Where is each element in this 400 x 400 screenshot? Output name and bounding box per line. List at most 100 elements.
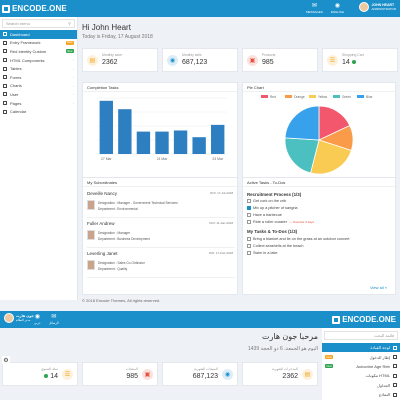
pie-slice[interactable] xyxy=(284,137,320,174)
task-checkbox[interactable] xyxy=(247,206,251,210)
dashboard-icon xyxy=(3,32,7,37)
pie-slice[interactable] xyxy=(310,139,352,175)
sidebar-item[interactable]: User › xyxy=(0,90,77,99)
rtl-sidebar-item[interactable]: الجداول xyxy=(322,381,400,390)
nav-icon xyxy=(393,345,397,350)
sidebar-item[interactable]: Dashboard xyxy=(0,30,77,39)
list-icon: ☰ xyxy=(62,369,73,380)
stat-label: Monthly save xyxy=(102,53,122,57)
card-title: Active Tasks - To-Dos xyxy=(243,178,395,187)
rtl-sidebar: قائمة البحث لوحة القيادة إطار الدخول New Au… xyxy=(322,328,400,400)
bar[interactable] xyxy=(173,130,188,154)
sidebar-item[interactable]: Pages › xyxy=(0,99,77,108)
rtl-page-title: مرحبا جون هارت xyxy=(262,332,318,341)
task-item[interactable]: Swim in a lake xyxy=(247,251,397,255)
bar[interactable] xyxy=(136,131,151,154)
view-all-link[interactable]: View all » xyxy=(369,285,387,290)
sidebar-item-label: Charts xyxy=(10,83,22,89)
rtl-search-input[interactable]: قائمة البحث xyxy=(324,331,398,340)
stat-value: 985 xyxy=(126,373,138,380)
rtl-sidebar-item[interactable]: إطار الدخول New xyxy=(322,352,400,361)
task-due: — Overdue 3 days xyxy=(288,220,314,224)
sidebar-item[interactable]: Tables › xyxy=(0,64,77,73)
search-input[interactable]: Search menu ⚲ xyxy=(2,19,75,28)
task-checkbox[interactable] xyxy=(247,244,251,248)
rtl-brand-logo[interactable]: ENCODE.ONE xyxy=(332,314,396,325)
stat-label: Monthly sells xyxy=(182,53,202,57)
brand-name: ENCODE.ONE xyxy=(12,4,67,13)
bar[interactable] xyxy=(192,137,206,154)
task-item[interactable]: Have a barbecue xyxy=(247,213,397,217)
rtl-sidebar-item[interactable]: لوحة القيادة xyxy=(322,343,400,353)
nav-icon xyxy=(393,383,397,388)
bar[interactable] xyxy=(99,100,113,154)
wallet-icon: ▤ xyxy=(87,55,98,66)
rtl-sidebar-item[interactable]: Autocrine Age Retr New xyxy=(322,362,400,371)
stat-value: 687,123 xyxy=(192,373,218,380)
sidebar: Search menu ⚲ Dashboard Entry Framework Ne… xyxy=(0,17,78,300)
sidebar-item[interactable]: Charts › xyxy=(0,82,77,91)
brand-name: ENCODE.ONE xyxy=(342,315,396,324)
task-checkbox[interactable] xyxy=(247,199,251,203)
globe-icon: ◉ xyxy=(334,3,341,9)
brand-logo[interactable]: ENCODE.ONE xyxy=(2,3,67,14)
sidebar-item-label: Autocrine Age Retr xyxy=(356,363,390,369)
person-designation: Designation : Manager xyxy=(98,231,131,235)
person-department: Department : Environmental xyxy=(98,207,138,211)
task-checkbox[interactable] xyxy=(247,220,251,224)
nav-badge: New xyxy=(325,355,334,360)
messages-button[interactable]: ✉ MESSAGES xyxy=(306,2,323,14)
task-item[interactable]: Mix up a pitcher of sangria xyxy=(247,206,397,210)
avatar xyxy=(4,313,14,323)
page-icon xyxy=(3,101,7,106)
task-item[interactable]: Bring a blanket and lie on the grass at … xyxy=(247,237,397,241)
task-text: Swim in a lake xyxy=(253,251,278,255)
stat-value: 2362 xyxy=(102,59,118,66)
chat-icon: ✉ xyxy=(51,314,57,320)
rtl-sidebar-item[interactable]: مكونات HTML xyxy=(322,371,400,380)
page-title: Hi John Heart xyxy=(82,23,131,32)
user-menu[interactable]: JOHN HEART ADMINISTRATOR xyxy=(359,2,396,12)
person-department: Department : Business Development xyxy=(98,237,150,241)
list-item[interactable]: Deveille Nancy DOI: 17-Jul-2018 Designatio… xyxy=(87,190,235,218)
bar[interactable] xyxy=(118,109,132,154)
gear-icon[interactable]: ⚙ xyxy=(2,356,10,364)
task-checkbox[interactable] xyxy=(247,213,251,217)
nav-icon xyxy=(393,392,397,397)
sidebar-item-label: Red Identity Custom xyxy=(10,48,47,54)
sidebar-nav: Dashboard Entry Framework New Red Identity … xyxy=(0,30,77,116)
list-item[interactable]: Leverling Janet DOI: 17-Feb-2018 Designati… xyxy=(87,250,235,278)
stat-label: سلة التسوق xyxy=(40,367,58,371)
stat-value: 687,123 xyxy=(182,59,208,66)
nav-badge: New xyxy=(325,364,334,369)
sidebar-item[interactable]: Forms › xyxy=(0,73,77,82)
sidebar-item[interactable]: Calendar xyxy=(0,107,77,116)
task-item[interactable]: Collect seashells at the beach xyxy=(247,244,397,248)
nav-badge: New xyxy=(65,40,74,45)
sidebar-item[interactable]: HTML Components › xyxy=(0,56,77,65)
sidebar-item[interactable]: Entry Framework New xyxy=(0,39,77,48)
language-button[interactable]: ◉ ENGLISH xyxy=(331,2,344,14)
bar[interactable] xyxy=(155,131,169,154)
tasks-card: Active Tasks - To-Dos Recruitment Proces… xyxy=(242,177,396,295)
id-icon xyxy=(3,49,7,54)
rtl-messages-button[interactable]: ✉ الرسائل xyxy=(49,313,59,325)
sidebar-item[interactable]: Red Identity Custom New xyxy=(0,47,77,56)
user-role: مدير النظام xyxy=(16,318,31,322)
task-checkbox[interactable] xyxy=(247,237,251,241)
bar[interactable] xyxy=(211,124,225,154)
sidebar-item-label: الجداول xyxy=(377,382,390,388)
task-item[interactable]: Ride a roller coaster — Overdue 3 days xyxy=(247,220,397,224)
rtl-language-button[interactable]: ◉ عربي xyxy=(34,313,41,325)
legend-label: Blue xyxy=(366,95,373,99)
list-item[interactable]: Fuller Andrew DOI: 11-Jan-2018 Designation… xyxy=(87,220,235,248)
nav-icon xyxy=(393,373,397,378)
pie-slice[interactable] xyxy=(284,105,320,141)
task-checkbox[interactable] xyxy=(247,251,251,255)
rtl-user-menu[interactable]: جون هارت مدير النظام xyxy=(4,313,34,323)
user-text: JOHN HEART ADMINISTRATOR xyxy=(371,3,396,11)
task-item[interactable]: Get cork on the crib xyxy=(247,199,397,203)
rtl-sidebar-item[interactable]: النماذج xyxy=(322,390,400,399)
logo-mark-icon xyxy=(332,315,341,324)
rtl-top-navbar xyxy=(0,311,400,328)
